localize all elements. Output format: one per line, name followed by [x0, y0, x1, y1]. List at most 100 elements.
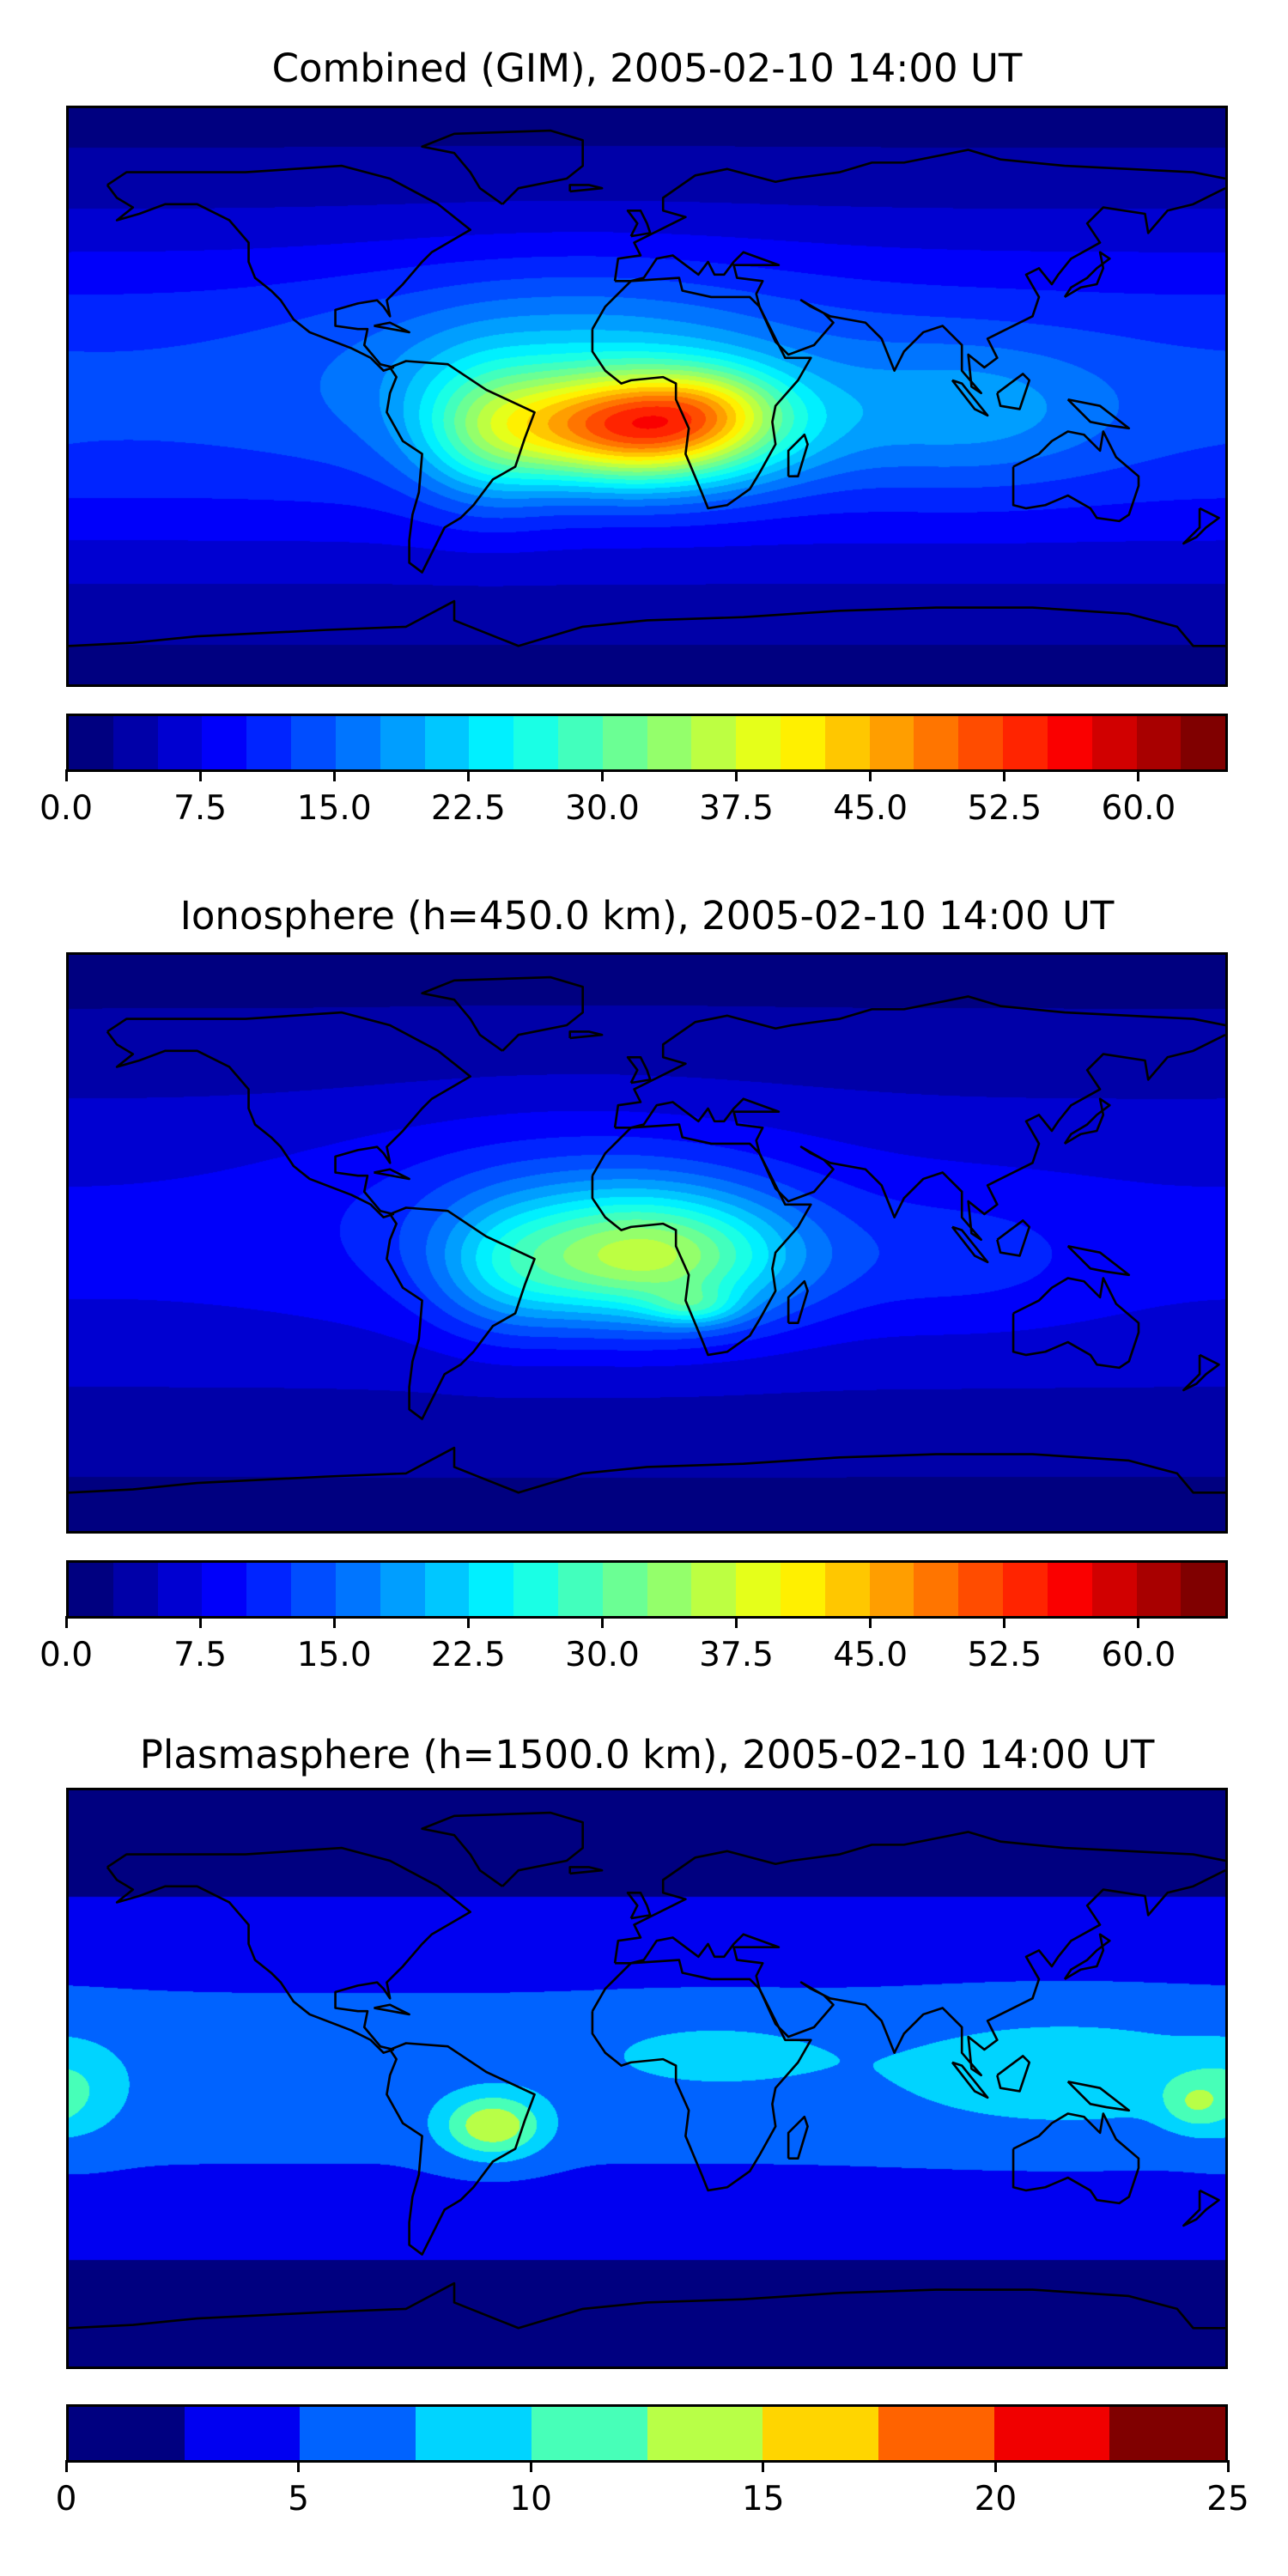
- colorbar-bin: [469, 716, 514, 769]
- coastline: [613, 1831, 1225, 1964]
- tick-mark: [332, 1616, 336, 1628]
- tick-mark: [869, 769, 872, 781]
- colorbar-bin: [958, 1563, 1004, 1616]
- colorbar-bin: [112, 1563, 158, 1616]
- colorbar-bin: [1047, 1563, 1092, 1616]
- tick-label: 37.5: [699, 1636, 774, 1674]
- tick-label: 15.0: [296, 789, 372, 828]
- coastline: [1182, 507, 1220, 545]
- map-title-ionosphere: Ionosphere (h=450.0 km), 2005-02-10 14:0…: [179, 893, 1115, 939]
- tick-label: 0.0: [39, 1636, 94, 1674]
- coastline: [568, 1030, 604, 1040]
- tick-mark: [1226, 2460, 1230, 2472]
- coastline: [421, 129, 584, 205]
- ionosphere-map: [66, 952, 1228, 1534]
- colorbar-bin: [1047, 716, 1092, 769]
- tick-label: 30.0: [565, 789, 640, 828]
- coastline: [374, 321, 410, 334]
- colorbar-bin: [246, 1563, 292, 1616]
- colorbar-bin: [424, 716, 470, 769]
- colorbar-bin: [1136, 716, 1182, 769]
- coastline: [951, 1225, 989, 1264]
- coastlines: [69, 1811, 1225, 2330]
- colorbar-plasmasphere: [66, 2404, 1228, 2463]
- coastline: [386, 1206, 536, 1420]
- plasmasphere-map: [66, 1788, 1228, 2369]
- combined-map: [66, 106, 1228, 687]
- colorbar-bin: [157, 716, 203, 769]
- coastline: [1063, 251, 1111, 299]
- colorbar-ionosphere: [66, 1560, 1228, 1619]
- colorbar-bin: [69, 716, 113, 769]
- coastline: [421, 975, 584, 1052]
- map-title-plasmasphere: Plasmasphere (h=1500.0 km), 2005-02-10 1…: [139, 1732, 1155, 1777]
- colorbar-bin: [993, 2407, 1110, 2460]
- colorbar-bin: [557, 716, 603, 769]
- coastline: [568, 184, 604, 193]
- coastline: [106, 1011, 472, 1218]
- colorbar-bin: [781, 1563, 825, 1616]
- tick-label: 37.5: [699, 789, 774, 828]
- colorbar-bin: [602, 1563, 647, 1616]
- colorbar-bin: [781, 716, 825, 769]
- colorbar-bin: [914, 716, 959, 769]
- colorbar-bin: [824, 716, 870, 769]
- tick-label: 0.0: [39, 789, 94, 828]
- coastline: [1012, 430, 1140, 523]
- coastline: [787, 1279, 809, 1324]
- coastline: [951, 2061, 989, 2099]
- tick-label: 22.5: [430, 1636, 506, 1674]
- colorbar-bin: [157, 1563, 203, 1616]
- colorbar-bin: [1091, 716, 1137, 769]
- colorbar-bin: [1136, 1563, 1182, 1616]
- colorbar-bin: [869, 1563, 914, 1616]
- tick-mark: [529, 2460, 532, 2472]
- coastline: [1066, 1244, 1131, 1277]
- tick-label: 7.5: [173, 789, 228, 828]
- colorbar-bin: [380, 1563, 425, 1616]
- tick-mark: [64, 1616, 68, 1628]
- coastline: [591, 276, 812, 510]
- coastline: [386, 2042, 536, 2256]
- tick-label: 52.5: [967, 1636, 1042, 1674]
- tick-mark: [600, 769, 604, 781]
- tick-label: 7.5: [173, 1636, 228, 1674]
- coastline: [996, 2055, 1031, 2093]
- coastline: [996, 373, 1031, 410]
- coastline: [591, 1959, 812, 2192]
- colorbar-bin: [691, 1563, 737, 1616]
- tick-label: 60.0: [1101, 1636, 1176, 1674]
- coastline: [374, 1168, 410, 1181]
- colorbar-bin: [824, 1563, 870, 1616]
- colorbar-bin: [469, 1563, 514, 1616]
- coastline: [613, 995, 1225, 1128]
- coastline: [69, 1446, 1225, 1494]
- colorbar-bin: [291, 716, 336, 769]
- coastlines: [69, 975, 1225, 1494]
- tick-label: 30.0: [565, 1636, 640, 1674]
- coastline: [615, 1034, 1225, 1242]
- tick-label: 22.5: [430, 789, 506, 828]
- tick-label: 45.0: [833, 1636, 908, 1674]
- tick-label: 10: [509, 2480, 553, 2518]
- tick-label: 60.0: [1101, 789, 1176, 828]
- tick-mark: [735, 769, 738, 781]
- tick-mark: [198, 769, 202, 781]
- tick-label: 15: [741, 2480, 785, 2518]
- colorbar-ticks-ionosphere: 0.0 7.5 15.0 22.5 30.0 37.5 45.0 52.5 60.0: [39, 1616, 1228, 1685]
- coastlines: [69, 129, 1225, 647]
- tick-mark: [198, 1616, 202, 1628]
- colorbar-bin: [335, 716, 380, 769]
- colorbar-bin: [647, 716, 692, 769]
- coastline: [568, 1866, 604, 1875]
- coastline: [613, 149, 1225, 282]
- contour-field: [69, 955, 1225, 1531]
- colorbar-bin: [416, 2407, 532, 2460]
- colorbar-bin: [184, 2407, 301, 2460]
- coastline: [787, 2115, 809, 2160]
- colorbar-bin: [736, 716, 781, 769]
- tick-mark: [1003, 1616, 1006, 1628]
- coastline: [996, 1219, 1031, 1257]
- colorbar-bin: [878, 2407, 994, 2460]
- contour-field: [69, 108, 1225, 684]
